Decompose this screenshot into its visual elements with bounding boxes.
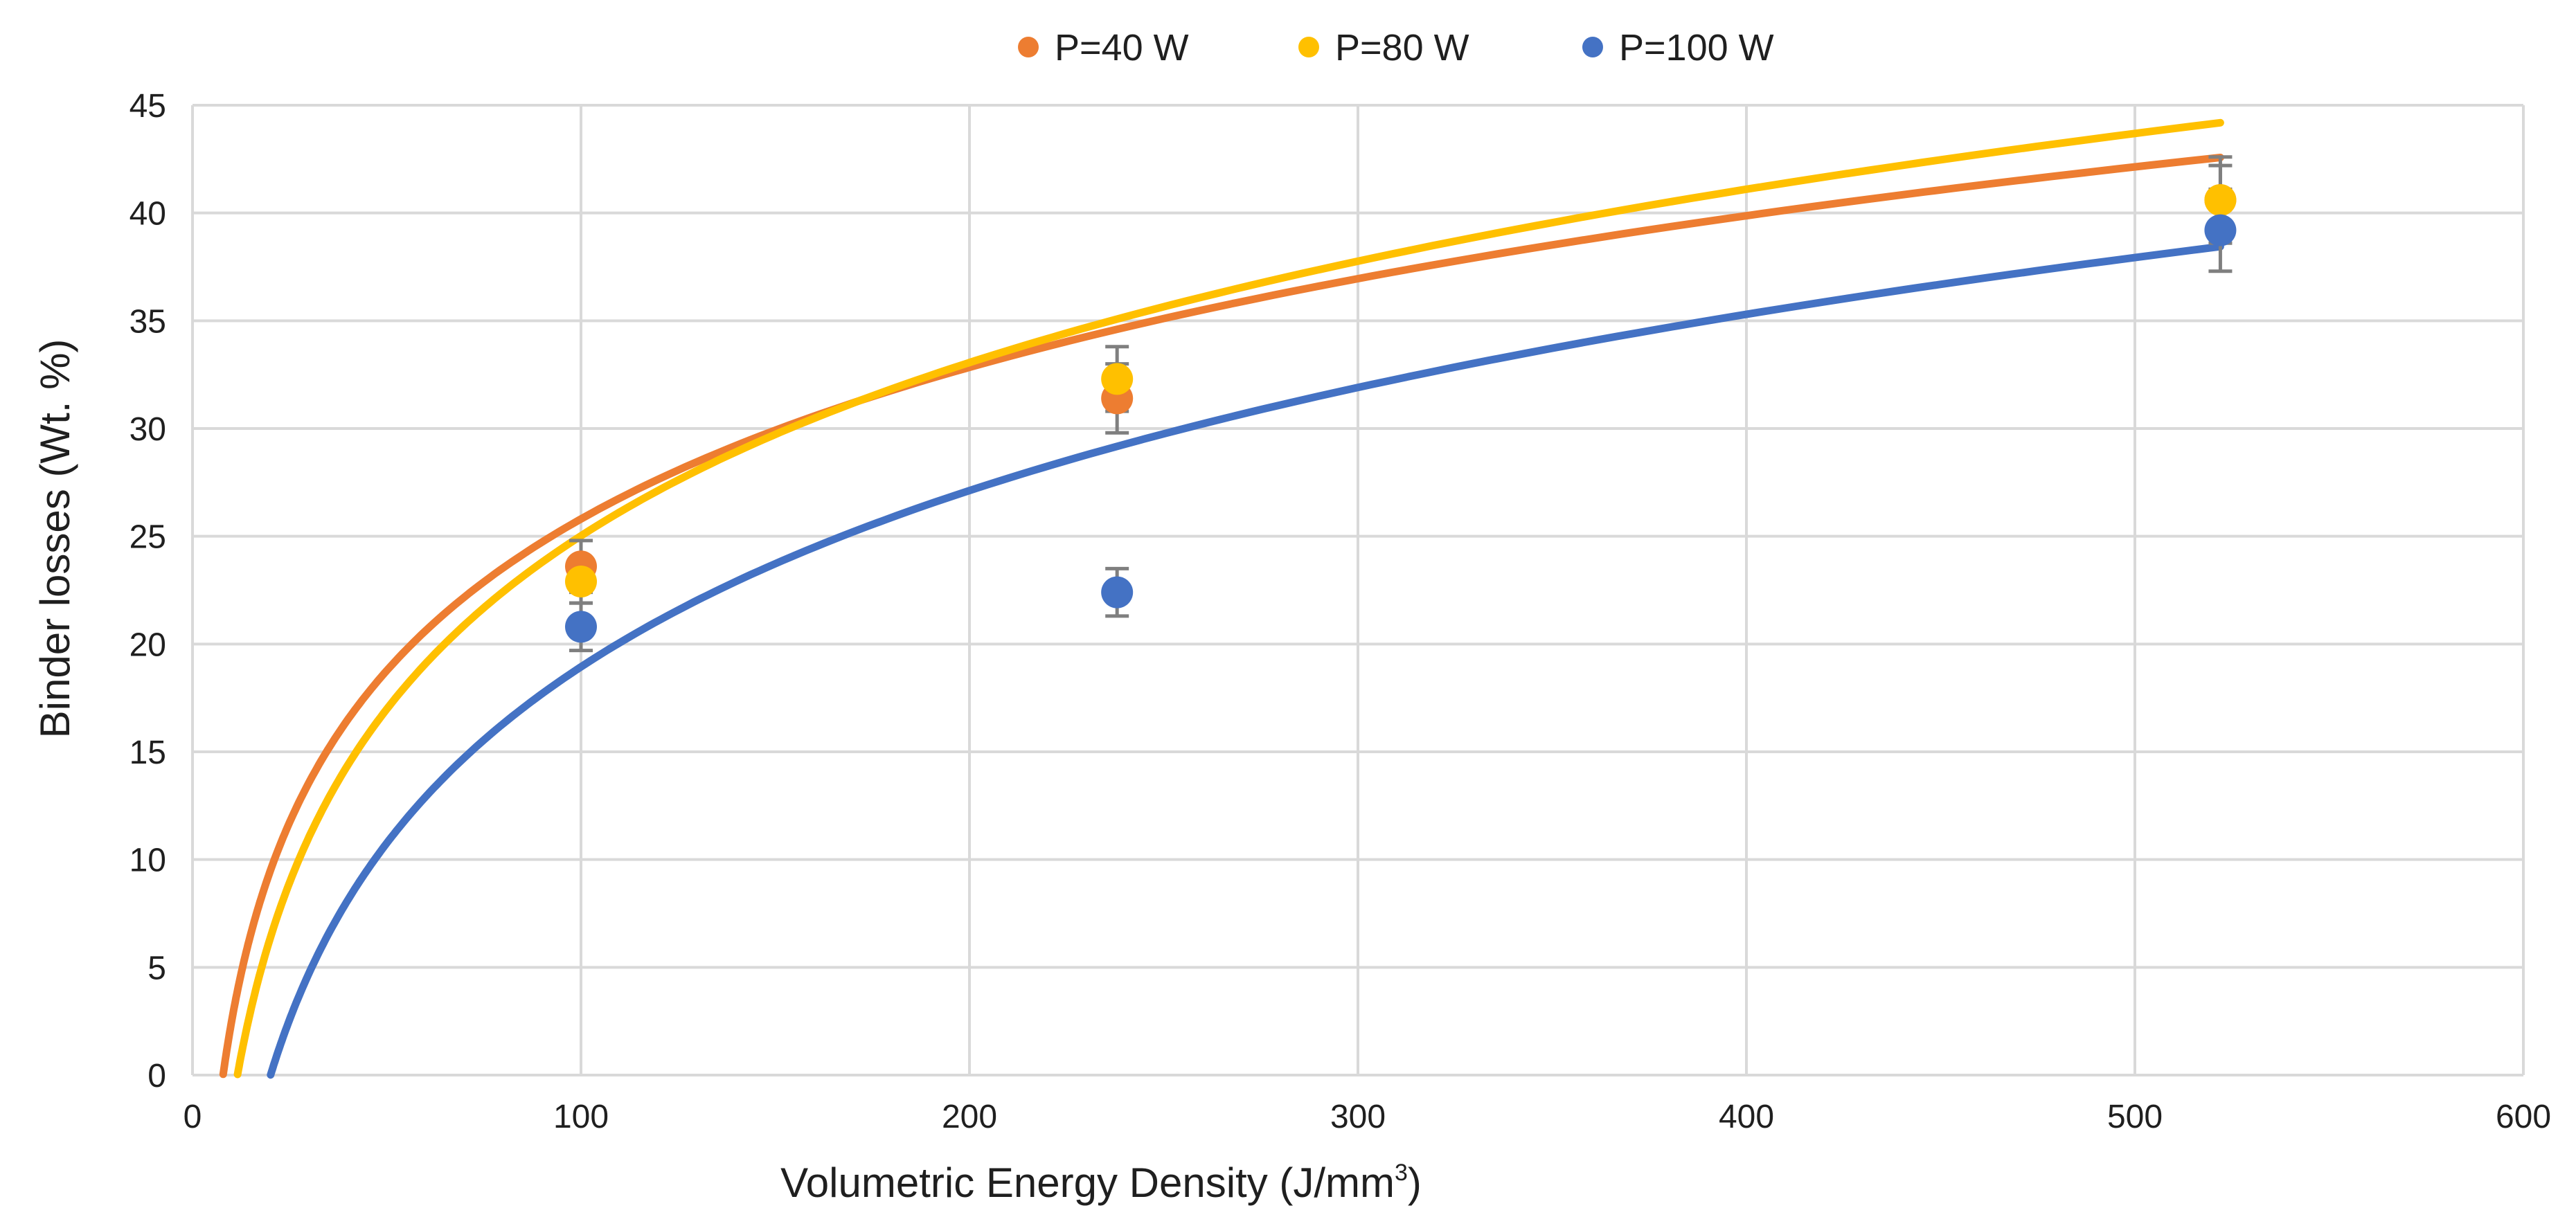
data-point-p-100-w-1 xyxy=(1101,576,1134,609)
y-tick-label-5: 5 xyxy=(147,950,166,986)
data-point-p-100-w-2 xyxy=(2204,214,2237,246)
y-tick-label-45: 45 xyxy=(129,88,166,125)
legend-marker-p-80-w xyxy=(1298,37,1319,57)
x-axis-title-sup: 3 xyxy=(1395,1160,1408,1186)
legend: P=40 W P=80 W P=100 W xyxy=(1018,27,1774,69)
x-tick-label-500: 500 xyxy=(2107,1099,2163,1135)
legend-marker-p-100-w xyxy=(1582,37,1603,57)
y-tick-label-0: 0 xyxy=(147,1058,166,1094)
x-tick-label-200: 200 xyxy=(942,1099,997,1135)
legend-label-p-40-w: P=40 W xyxy=(1055,27,1189,69)
trendline-p-40-w xyxy=(219,154,2224,1079)
error-bars xyxy=(569,155,2233,653)
x-axis-title-close: ) xyxy=(1408,1160,1422,1206)
trendlines xyxy=(219,118,2224,1079)
trendline-p-80-w xyxy=(233,118,2224,1079)
legend-label-p-80-w: P=80 W xyxy=(1335,27,1469,69)
trendline-p-100-w xyxy=(267,242,2224,1079)
legend-marker-p-40-w xyxy=(1018,37,1039,57)
x-tick-label-400: 400 xyxy=(1719,1099,1774,1135)
y-tick-label-20: 20 xyxy=(129,626,166,663)
y-tick-label-40: 40 xyxy=(129,196,166,233)
tick-labels: 0 5 10 15 20 25 30 35 40 45 0 100 200 300 400 500 600 xyxy=(129,88,2551,1135)
y-axis-title: Binder losses (Wt. %) xyxy=(32,339,78,739)
x-tick-label-0: 0 xyxy=(184,1099,202,1135)
data-point-p-80-w-2 xyxy=(2204,183,2237,216)
y-tick-label-35: 35 xyxy=(129,303,166,340)
x-tick-label-300: 300 xyxy=(1330,1099,1386,1135)
x-tick-label-600: 600 xyxy=(2496,1099,2551,1135)
data-point-p-80-w-0 xyxy=(565,566,597,598)
y-tick-label-30: 30 xyxy=(129,411,166,448)
y-tick-label-15: 15 xyxy=(129,734,166,771)
data-point-p-80-w-1 xyxy=(1101,363,1134,395)
x-tick-label-100: 100 xyxy=(553,1099,609,1135)
legend-label-p-100-w: P=100 W xyxy=(1619,27,1774,69)
y-tick-label-10: 10 xyxy=(129,842,166,879)
y-tick-label-25: 25 xyxy=(129,519,166,556)
data-points xyxy=(565,183,2237,643)
x-axis-title-main: Volumetric Energy Density (J/mm xyxy=(780,1160,1395,1206)
x-axis-title: Volumetric Energy Density (J/mm3) xyxy=(780,1160,1422,1206)
data-point-p-100-w-0 xyxy=(565,611,597,643)
